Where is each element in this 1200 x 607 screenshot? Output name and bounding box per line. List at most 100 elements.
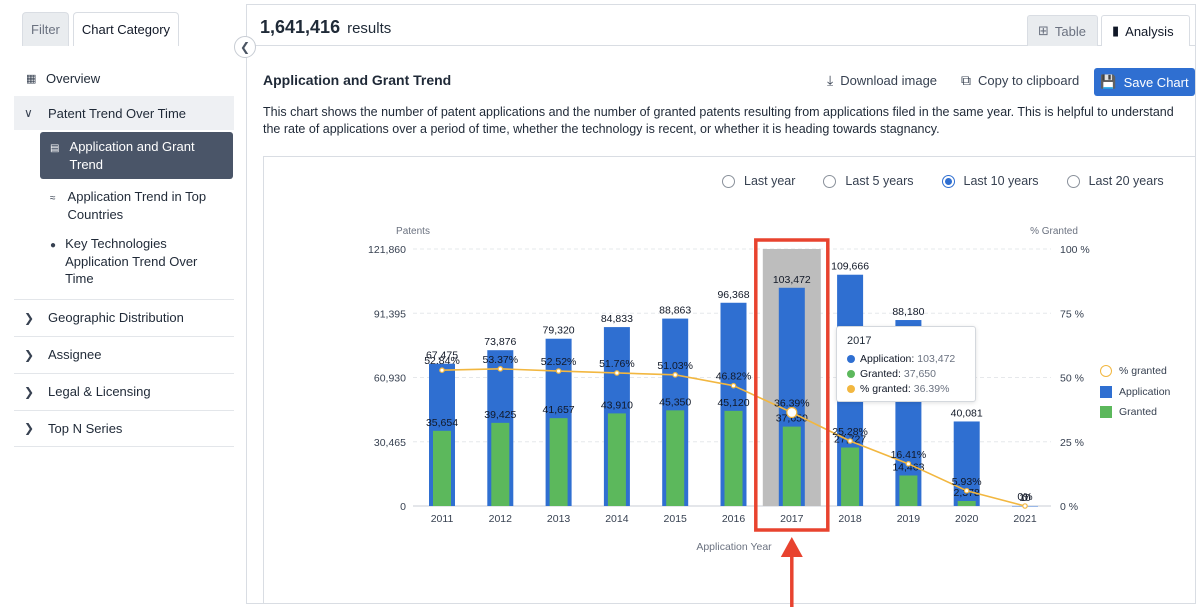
y-tick-label: 91,395 <box>374 308 406 320</box>
point-pct-granted <box>672 372 679 378</box>
bar-granted <box>841 447 860 506</box>
data-label-pct: 52.52% <box>541 356 577 368</box>
legend-application[interactable]: Application <box>1100 382 1170 403</box>
data-label-granted: 39,425 <box>484 409 516 421</box>
highlight-box <box>754 238 830 532</box>
x-tick-label: 2020 <box>955 513 979 525</box>
tab-table-label: Table <box>1054 23 1086 39</box>
data-label-pct: 46.82% <box>716 371 752 383</box>
chevron-left-icon: ❮ <box>239 40 251 54</box>
nav-group-label: Geographic Distribution <box>48 310 184 325</box>
nav-item-application-trend-top-countries[interactable]: ≈ Application Trend in Top Countries <box>40 182 233 229</box>
nav-group-assignee[interactable]: ❯ Assignee <box>14 335 234 373</box>
nav-item-label: Key Technologies Application Trend Over … <box>65 236 198 286</box>
nav-group-label: Patent Trend Over Time <box>48 105 187 121</box>
y2-tick-label: 50 % <box>1060 373 1084 385</box>
data-label-pct: 36.39% <box>774 397 810 409</box>
data-label-granted: 35,654 <box>426 417 458 429</box>
save-chart-button[interactable]: 💾 Save Chart <box>1094 68 1195 96</box>
results-number: 1,641,416 <box>260 17 341 37</box>
nav-item-application-grant-trend[interactable]: ▤ Application and Grant Trend <box>40 132 233 179</box>
bar-chart-icon: ▮ <box>1112 23 1120 38</box>
bar-granted <box>607 413 626 506</box>
copy-to-clipboard-button[interactable]: ⧉ Copy to clipboard <box>961 72 1079 89</box>
x-tick-label: 2014 <box>605 513 629 525</box>
copy-icon: ⧉ <box>961 72 971 88</box>
point-pct-granted <box>555 368 562 374</box>
data-label-pct: 53.37% <box>482 354 518 366</box>
data-label-granted: 43,910 <box>601 399 633 411</box>
download-icon: ⤓ <box>827 72 834 88</box>
data-label-pct: 51.03% <box>657 360 693 372</box>
data-label-application: 103,472 <box>773 274 811 286</box>
bar-granted <box>957 500 976 506</box>
data-label-pct: 52.84% <box>424 355 460 367</box>
chart-legend: % granted Application Granted <box>1100 361 1170 423</box>
point-pct-granted <box>614 370 620 376</box>
data-label-granted: 45,350 <box>659 396 691 408</box>
tab-filter[interactable]: Filter <box>22 12 69 46</box>
legend-swatch <box>1100 406 1112 419</box>
tooltip-pct: % granted: 36.39% <box>847 383 965 395</box>
legend-granted[interactable]: Granted <box>1100 402 1170 423</box>
bar-granted <box>549 418 568 506</box>
nav-item-key-technologies[interactable]: ● Key Technologies Application Trend Ove… <box>40 229 233 294</box>
nav-group-top-n[interactable]: ❯ Top N Series <box>14 409 234 447</box>
y-tick-label: 0 <box>400 501 406 513</box>
data-label-application: 10 <box>1019 492 1031 504</box>
data-label-application: 109,666 <box>831 261 869 273</box>
range-label: Last 10 years <box>963 174 1039 188</box>
x-tick-label: 2016 <box>722 513 746 525</box>
point-pct-granted <box>905 461 912 467</box>
legend-swatch <box>1100 385 1112 398</box>
tab-chart-category[interactable]: Chart Category <box>72 12 180 46</box>
point-pct-granted <box>497 366 504 372</box>
bar-granted <box>433 430 451 506</box>
x-tick-label: 2012 <box>489 513 513 525</box>
data-label-application: 84,833 <box>601 313 633 325</box>
range-last-year[interactable]: Last year <box>722 174 795 188</box>
data-label-pct: 0% <box>1017 491 1032 503</box>
download-image-button[interactable]: ⤓ Download image <box>827 72 937 89</box>
data-label-application: 73,876 <box>484 336 516 348</box>
highlight-arrow-head <box>780 537 803 557</box>
data-label-granted: 45,120 <box>717 397 749 409</box>
y-tick-label: 60,930 <box>374 373 406 385</box>
nav-overview[interactable]: ▦ Overview <box>14 64 234 92</box>
data-label-application: 67,475 <box>426 350 458 362</box>
nav-group-patent-trend[interactable]: ∨ Patent Trend Over Time <box>14 96 234 130</box>
tab-analysis-label: Analysis <box>1125 23 1174 39</box>
legend-circle-icon <box>1100 365 1112 378</box>
collapse-sidebar-button[interactable]: ❮ <box>234 36 256 58</box>
results-count: 1,641,416 results <box>260 17 391 38</box>
y-axis-title: Patents <box>396 226 430 237</box>
data-label-pct: 51.76% <box>599 358 635 370</box>
nav-overview-label: Overview <box>46 70 101 86</box>
tab-table[interactable]: ⊞ Table <box>1027 15 1098 46</box>
chart-panel <box>263 156 1196 604</box>
legend-pct-granted[interactable]: % granted <box>1100 361 1170 382</box>
y2-tick-label: 25 % <box>1060 437 1084 449</box>
point-pct-granted <box>439 367 445 374</box>
tooltip-granted: Granted: 37,650 <box>847 368 965 380</box>
range-last-20-years[interactable]: Last 20 years <box>1066 174 1164 188</box>
point-pct-granted <box>1022 503 1028 509</box>
bar-line-chart-icon: ▤ <box>50 143 60 154</box>
table-icon: ⊞ <box>1038 23 1049 38</box>
data-label-application: 88,180 <box>892 306 924 318</box>
nav-item-label: Application and Grant Trend <box>69 139 195 172</box>
chart-description: This chart shows the number of patent ap… <box>263 105 1174 136</box>
application-grant-chart: 0 30,465 60,930 91,395 121,860 0 % 25 % 50 % 75 … <box>368 226 1090 607</box>
bar-granted <box>666 410 685 506</box>
chevron-right-icon: ❯ <box>24 347 35 362</box>
radio-icon <box>823 174 837 188</box>
x-tick-label: 2018 <box>838 513 862 525</box>
tab-analysis[interactable]: ▮ Analysis <box>1101 15 1190 46</box>
x-axis-title: Application Year <box>696 541 772 553</box>
bar-granted <box>782 426 801 506</box>
nav-group-geographic[interactable]: ❯ Geographic Distribution <box>14 298 234 336</box>
range-last-10-years[interactable]: Last 10 years <box>941 174 1039 188</box>
nav-group-legal[interactable]: ❯ Legal & Licensing <box>14 372 234 410</box>
range-last-5-years[interactable]: Last 5 years <box>823 174 914 188</box>
y2-tick-label: 100 % <box>1060 244 1090 256</box>
